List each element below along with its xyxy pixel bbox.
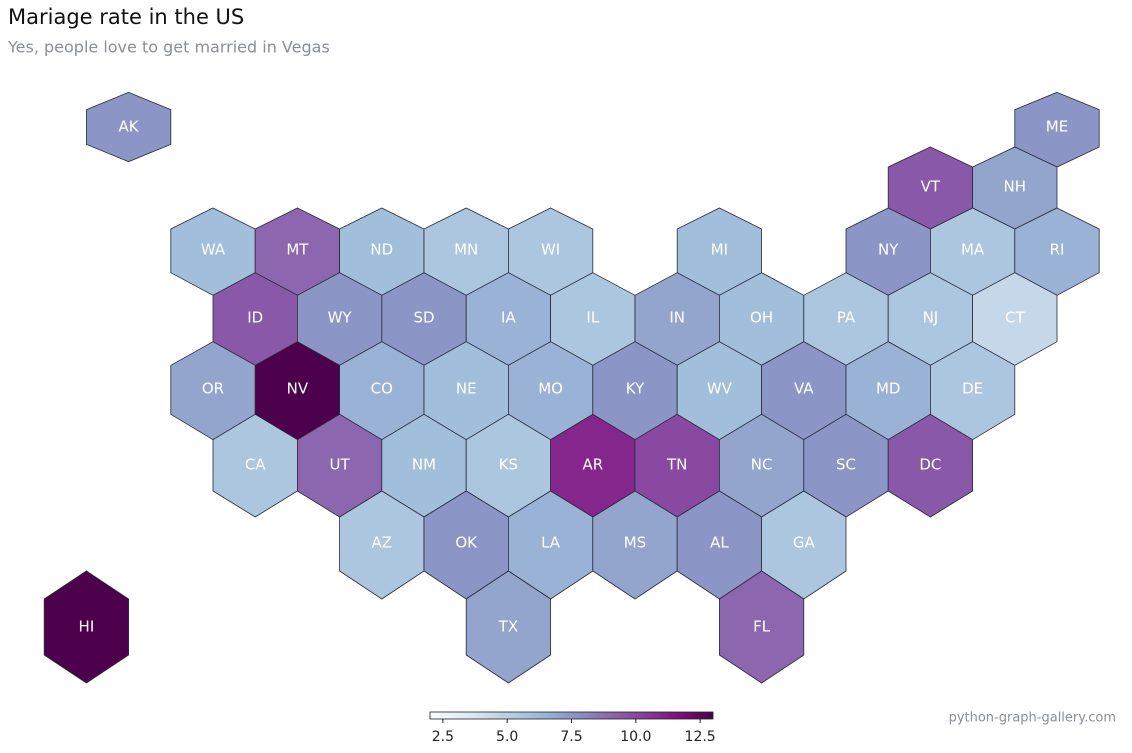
state-label: WY <box>328 309 353 327</box>
credit: python-graph-gallery.com <box>949 711 1116 726</box>
colorbar-tick-label: 7.5 <box>560 729 582 745</box>
state-label: WI <box>541 241 560 259</box>
state-label: VA <box>794 380 814 398</box>
state-label: NJ <box>923 309 939 327</box>
chart-subtitle: Yes, people love to get married in Vegas <box>7 38 330 57</box>
colorbar-tick-label: 12.5 <box>685 729 716 745</box>
state-label: KY <box>626 380 645 398</box>
state-label: OH <box>750 309 773 327</box>
state-label: IL <box>586 309 599 327</box>
state-hex <box>887 413 973 518</box>
state-label: VT <box>921 178 941 196</box>
state-label: NC <box>751 456 773 474</box>
state-label: OR <box>202 380 224 398</box>
state-label: DE <box>962 380 983 398</box>
colorbar-tick-label: 5.0 <box>496 729 518 745</box>
state-label: KS <box>499 456 518 474</box>
colorbar-tick-label: 2.5 <box>432 729 454 745</box>
state-label: CT <box>1005 309 1025 327</box>
state-label: MT <box>286 241 309 259</box>
state-label: AK <box>119 118 140 136</box>
state-hex <box>465 570 551 684</box>
chart-title: Mariage rate in the US <box>8 5 244 29</box>
state-label: WA <box>201 241 226 259</box>
state-label: MO <box>538 380 563 398</box>
state-label: TN <box>666 456 687 474</box>
state-label: ID <box>247 309 263 327</box>
state-hex <box>43 570 130 684</box>
state-label: NY <box>878 241 899 259</box>
colorbar-tick-label: 10.0 <box>620 729 651 745</box>
state-label: MA <box>961 241 985 259</box>
state-label: ND <box>370 241 393 259</box>
state-label: NM <box>412 456 436 474</box>
state-label: AZ <box>372 534 393 552</box>
state-label: DC <box>919 456 941 474</box>
state-label: IA <box>501 309 516 327</box>
state-label: PA <box>837 309 856 327</box>
state-hex <box>719 570 805 684</box>
state-label: UT <box>330 456 351 474</box>
state-label: WV <box>707 380 733 398</box>
state-label: HI <box>79 618 95 636</box>
state-label: MD <box>876 380 901 398</box>
state-label: CA <box>245 456 266 474</box>
state-label: MN <box>454 241 478 259</box>
state-label: TX <box>498 618 518 636</box>
state-label: OK <box>455 534 478 552</box>
state-label: ME <box>1046 118 1068 136</box>
state-hex <box>86 91 172 163</box>
state-label: CO <box>371 380 393 398</box>
state-label: AR <box>582 456 603 474</box>
state-label: SD <box>413 309 434 327</box>
state-label: LA <box>541 534 561 552</box>
state-label: MS <box>624 534 646 552</box>
state-label: SC <box>836 456 856 474</box>
state-label: IN <box>669 309 685 327</box>
state-label: MI <box>711 241 728 259</box>
colorbar <box>429 711 714 720</box>
state-label: FL <box>753 618 771 636</box>
state-label: NE <box>456 380 477 398</box>
state-label: GA <box>793 534 816 552</box>
state-label: RI <box>1050 241 1065 259</box>
state-label: NV <box>287 380 309 398</box>
state-label: AL <box>710 534 729 552</box>
state-label: NH <box>1004 178 1027 196</box>
